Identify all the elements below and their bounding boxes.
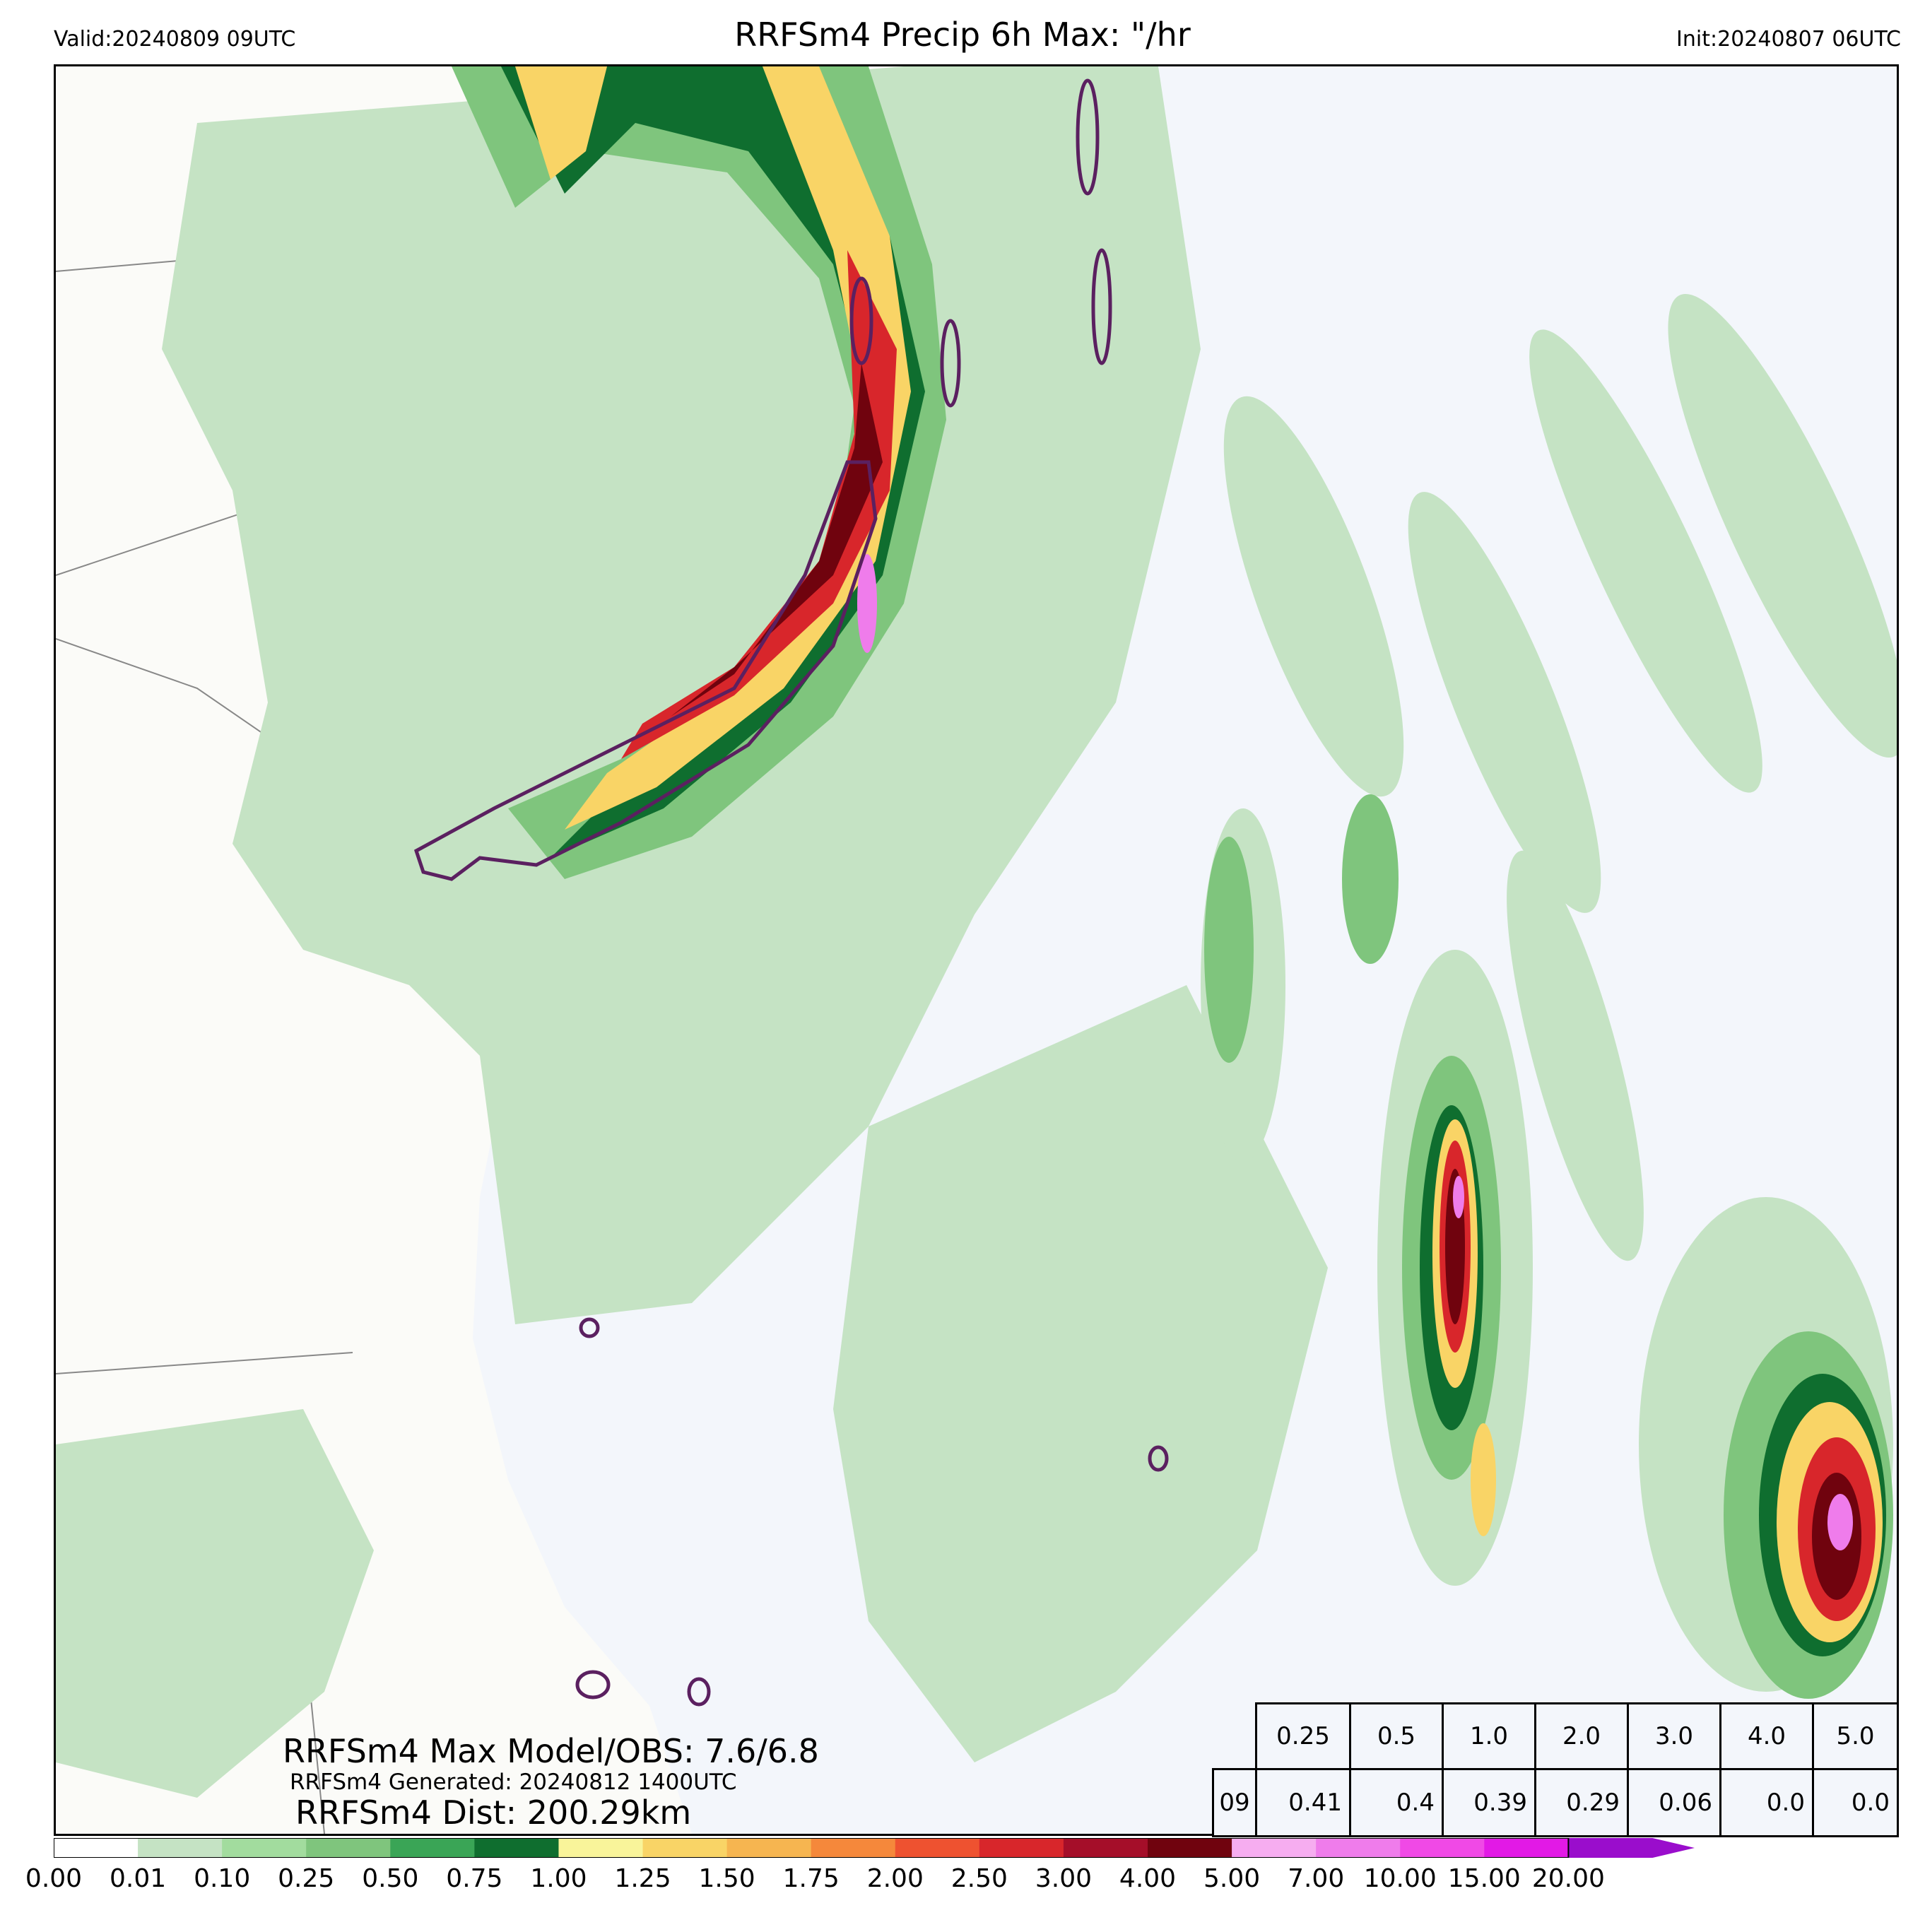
colorbar-segment: [390, 1838, 475, 1858]
distance-label: RRFSm4 Dist: 200.29km: [295, 1793, 692, 1832]
colorbar-segment: [1316, 1838, 1401, 1858]
precip-max: [857, 554, 1853, 1550]
colorbar-segment: [1568, 1838, 1695, 1858]
colorbar-segment: [895, 1838, 980, 1858]
colorbar-tick-label: 10.00: [1363, 1864, 1437, 1893]
colorbar-tick-label: 0.75: [446, 1864, 503, 1893]
colorbar-tick-label: 1.25: [614, 1864, 671, 1893]
stat-value-cell: 0.0: [1719, 1768, 1814, 1837]
colorbar-tick-label: 0.01: [109, 1864, 167, 1893]
colorbar-tick-label: 0.00: [25, 1864, 83, 1893]
stat-value-cell: 0.41: [1255, 1768, 1351, 1837]
precip-map-canvas: [56, 66, 1897, 1834]
colorbar-segment: [1232, 1838, 1317, 1858]
init-time-label: Init:20240807 06UTC: [1676, 27, 1901, 52]
colorbar-segment: [1063, 1838, 1148, 1858]
colorbar-tick-label: 1.00: [530, 1864, 587, 1893]
stats-table: 0.25 0.5 1.0 2.0 3.0 4.0 5.0 09 0.41 0.4 0.39 0.29 0…: [1212, 1702, 1899, 1837]
colorbar-segment: [54, 1838, 139, 1858]
colorbar-segment: [138, 1838, 223, 1858]
colorbar-tick-label: 4.00: [1119, 1864, 1177, 1893]
colorbar-segment: [306, 1838, 391, 1858]
colorbar-tick-label: 1.50: [698, 1864, 755, 1893]
colorbar-segment: [474, 1838, 559, 1858]
colorbar-tick-label: 0.50: [362, 1864, 419, 1893]
generated-label: RRFSm4 Generated: 20240812 1400UTC: [290, 1769, 737, 1795]
colorbar-tick-label: 15.00: [1447, 1864, 1521, 1893]
colorbar-tick-label: 7.00: [1288, 1864, 1345, 1893]
threshold-header-cell: 1.0: [1442, 1702, 1536, 1770]
colorbar: [54, 1838, 1695, 1858]
colorbar-outline: [54, 1838, 1570, 1858]
colorbar-tick-label: 20.00: [1531, 1864, 1605, 1893]
colorbar-tick-label: 2.00: [866, 1864, 924, 1893]
colorbar-segment: [726, 1838, 812, 1858]
colorbar-tick-label: 5.00: [1203, 1864, 1261, 1893]
map-title: RRFSm4 Precip 6h Max: "/hr: [734, 16, 1191, 54]
colorbar-tick-label: 0.10: [194, 1864, 251, 1893]
threshold-header-cell: 4.0: [1719, 1702, 1814, 1770]
valid-time-label: Valid:20240809 09UTC: [54, 27, 296, 52]
colorbar-segment: [642, 1838, 728, 1858]
threshold-header-cell: 0.5: [1349, 1702, 1444, 1770]
colorbar-segment: [1400, 1838, 1485, 1858]
colorbar-segment: [222, 1838, 307, 1858]
colorbar-tick-label: 2.50: [950, 1864, 1008, 1893]
row-label-cell: 09: [1212, 1768, 1257, 1837]
colorbar-segment: [979, 1838, 1064, 1858]
colorbar-tick-label: 3.00: [1035, 1864, 1092, 1893]
threshold-header-cell: 5.0: [1812, 1702, 1899, 1770]
threshold-header-cell: 3.0: [1627, 1702, 1721, 1770]
stat-value-cell: 0.39: [1442, 1768, 1536, 1837]
colorbar-segment: [811, 1838, 896, 1858]
stat-value-cell: 0.29: [1534, 1768, 1629, 1837]
colorbar-tick-label: 0.25: [278, 1864, 335, 1893]
colorbar-segment: [558, 1838, 644, 1858]
precip-map: [54, 64, 1899, 1836]
threshold-header-cell: 0.25: [1255, 1702, 1351, 1770]
colorbar-segment: [1484, 1838, 1569, 1858]
threshold-header-cell: 2.0: [1534, 1702, 1629, 1770]
colorbar-segment: [1148, 1838, 1232, 1858]
max-model-obs-label: RRFSm4 Max Model/OBS: 7.6/6.8: [283, 1732, 819, 1770]
stat-value-cell: 0.4: [1349, 1768, 1444, 1837]
obs-contour: [413, 78, 1169, 1707]
colorbar-tick-label: 1.75: [782, 1864, 840, 1893]
stat-value-cell: 0.06: [1627, 1768, 1721, 1837]
stat-value-cell: 0.0: [1812, 1768, 1899, 1837]
